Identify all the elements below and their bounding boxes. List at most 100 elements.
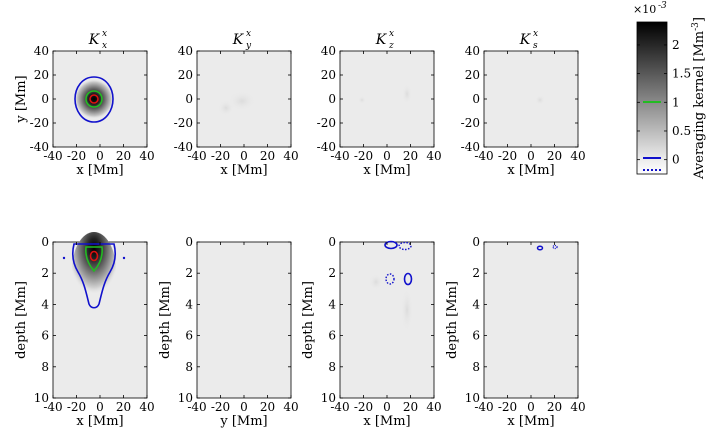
panel-bottom-1 (52, 232, 148, 399)
y-tick-label: 0 (185, 235, 193, 249)
x-axis-label: x [Mm] (220, 163, 267, 178)
x-tick-label: 40 (570, 149, 585, 163)
x-tick-label: 40 (283, 149, 298, 163)
x-tick-label: 0 (383, 149, 391, 163)
x-tick-label: -20 (354, 400, 373, 414)
x-tick-label: 40 (426, 149, 441, 163)
colorbar-tick-label: 0 (672, 153, 680, 167)
y-tick-label: 2 (185, 266, 193, 280)
panel-title-subscript: y (245, 41, 252, 51)
faint-feature (401, 288, 413, 332)
y-tick-label: 10 (465, 391, 480, 405)
y-tick-label: 40 (465, 44, 480, 58)
y-tick-label: 4 (41, 297, 49, 311)
y-tick-label: 10 (321, 391, 336, 405)
panel-top-2 (196, 50, 292, 148)
faint-feature (535, 95, 545, 105)
panel-background (483, 241, 579, 399)
y-tick-label: 0 (41, 235, 49, 249)
panel-top-4 (483, 50, 579, 148)
panel-bottom-3 (339, 240, 435, 399)
panel-background (339, 241, 435, 399)
y-tick-label: 40 (34, 44, 49, 58)
y-tick-label: -20 (174, 116, 193, 130)
x-tick-label: 40 (426, 400, 441, 414)
colorbar-tick-label: 1 (672, 95, 680, 109)
y-tick-label: 20 (321, 68, 336, 82)
panel-background (339, 50, 435, 148)
x-axis-label: x [Mm] (507, 163, 554, 178)
blue-contour-dotted (385, 273, 395, 285)
blue-contour (72, 243, 116, 309)
x-tick-label: -20 (67, 149, 86, 163)
panel-top-1 (52, 50, 148, 148)
y-tick-label: 0 (328, 92, 336, 106)
x-axis-label: x [Mm] (76, 163, 123, 178)
y-tick-label: 4 (472, 297, 480, 311)
colorbar (636, 21, 668, 175)
colorbar-exponent: ×10 (633, 3, 656, 16)
panel-background (196, 241, 292, 399)
y-tick-label: 8 (41, 360, 49, 374)
x-tick-label: 20 (260, 400, 275, 414)
red-contour (89, 250, 99, 262)
colorbar-label: Averaging kernel [Mm-3] (691, 17, 707, 180)
y-tick-label: 20 (34, 68, 49, 82)
y-axis-label: depth [Mm] (158, 281, 173, 359)
faint-feature (358, 96, 366, 104)
y-tick-label: 10 (34, 391, 49, 405)
blue-contour-dotted (552, 244, 558, 250)
x-tick-label: -40 (474, 149, 493, 163)
panel-title: K (375, 32, 388, 48)
y-tick-label: -40 (461, 140, 480, 154)
panel-title-subscript: x (102, 41, 107, 51)
x-tick-label: 20 (547, 400, 562, 414)
y-tick-label: 0 (185, 92, 193, 106)
y-tick-label: 6 (328, 329, 336, 343)
colorbar-tick-label: 2 (672, 38, 680, 52)
y-tick-label: 0 (472, 235, 480, 249)
y-tick-label: 20 (178, 68, 193, 82)
blue-contour-dotted (398, 241, 412, 251)
x-tick-label: 0 (240, 400, 248, 414)
blue-contour-solid (536, 245, 544, 251)
x-axis-label: y [Mm] (219, 414, 267, 429)
x-tick-label: -20 (211, 400, 230, 414)
y-tick-label: 0 (41, 92, 49, 106)
red-contour (89, 94, 99, 104)
x-tick-label: 40 (139, 400, 154, 414)
x-tick-label: 0 (240, 149, 248, 163)
x-tick-label: -20 (498, 149, 517, 163)
kernel-glow (74, 79, 114, 119)
y-tick-label: 2 (328, 266, 336, 280)
panel-title: K (232, 32, 245, 48)
y-tick-label: 4 (328, 297, 336, 311)
faint-feature (218, 100, 234, 116)
y-axis-label: depth [Mm] (14, 281, 29, 359)
x-tick-label: 20 (260, 149, 275, 163)
x-axis-label: x [Mm] (363, 414, 410, 429)
blue-contour-solid (384, 240, 398, 250)
y-tick-label: -40 (174, 140, 193, 154)
x-tick-label: -20 (211, 149, 230, 163)
x-tick-label: -20 (67, 400, 86, 414)
y-tick-label: 0 (328, 235, 336, 249)
panel-background (483, 50, 579, 148)
panel-title-superscript: x (533, 29, 538, 39)
x-tick-label: 0 (527, 400, 535, 414)
y-tick-label: 8 (472, 360, 480, 374)
y-tick-label: -40 (317, 140, 336, 154)
x-tick-label: 20 (547, 149, 562, 163)
faint-feature (402, 84, 412, 104)
x-tick-label: -40 (187, 149, 206, 163)
panel-bottom-2 (196, 241, 292, 399)
y-tick-label: 8 (185, 360, 193, 374)
y-tick-label: 2 (472, 266, 480, 280)
blue-contour (74, 76, 114, 123)
x-tick-label: 40 (570, 400, 585, 414)
panel-title-subscript: s (533, 41, 538, 51)
y-axis-label: depth [Mm] (301, 281, 316, 359)
y-axis-label: y [Mm] (14, 75, 29, 123)
faint-feature (369, 274, 383, 290)
x-tick-label: 40 (283, 400, 298, 414)
